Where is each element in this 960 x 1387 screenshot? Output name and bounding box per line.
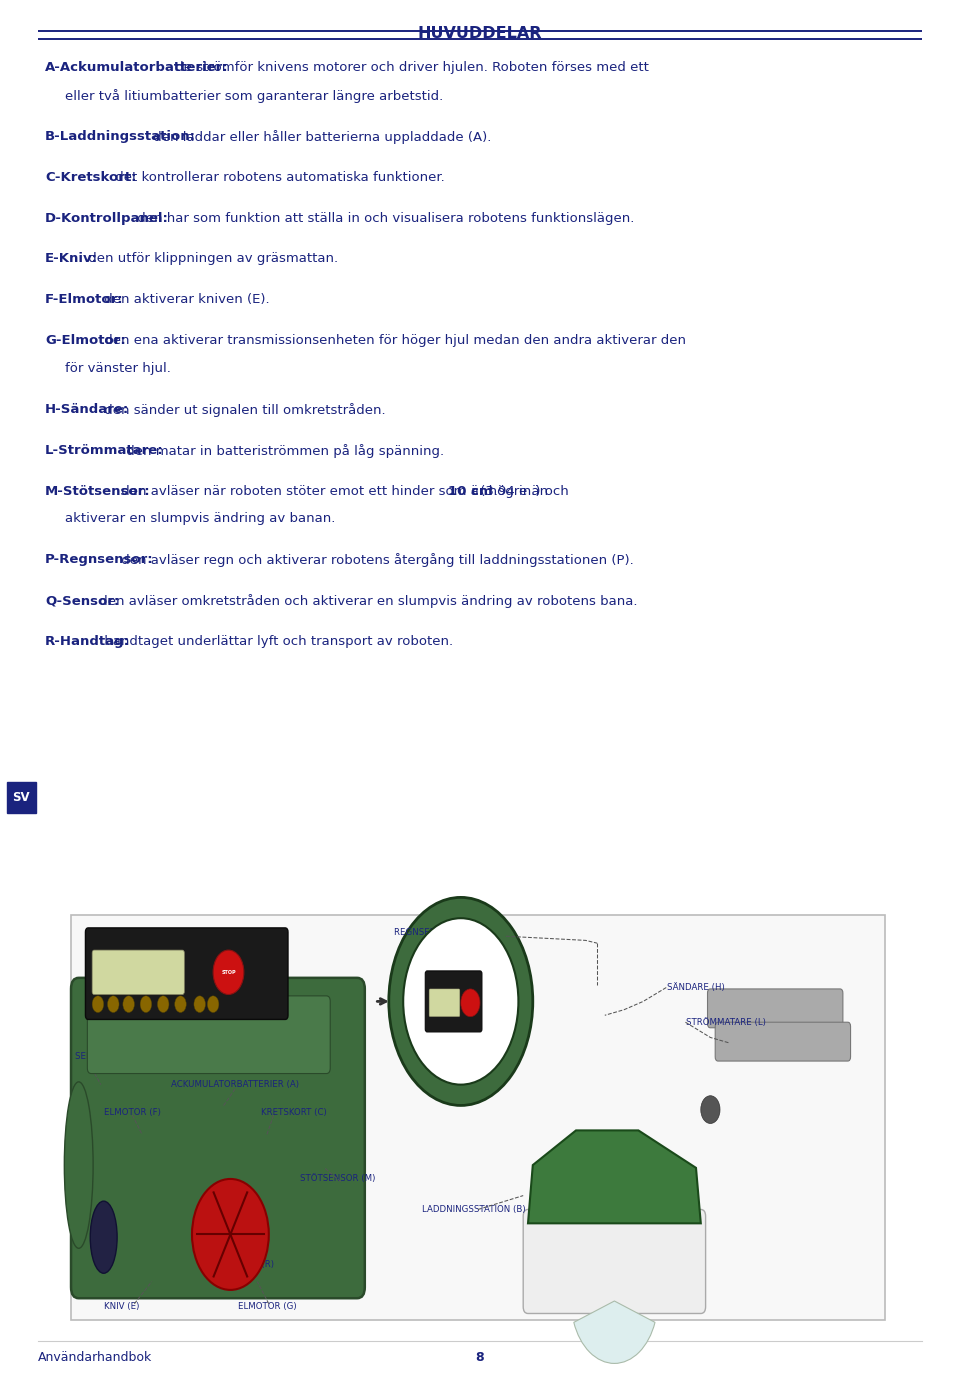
Text: SV: SV: [12, 791, 30, 804]
FancyBboxPatch shape: [7, 782, 36, 813]
Text: A-Ackumulatorbatterier:: A-Ackumulatorbatterier:: [45, 61, 228, 74]
FancyBboxPatch shape: [92, 950, 184, 994]
Text: den avläser när roboten stöter emot ett hinder som är högre än: den avläser när roboten stöter emot ett …: [116, 484, 552, 498]
Text: den har som funktion att ställa in och visualisera robotens funktionslägen.: den har som funktion att ställa in och v…: [133, 211, 635, 225]
Text: för vänster hjul.: för vänster hjul.: [65, 362, 171, 374]
Text: B-Laddningsstation:: B-Laddningsstation:: [45, 130, 196, 143]
Text: den laddar eller håller batterierna uppladdade (A).: den laddar eller håller batterierna uppl…: [150, 130, 492, 144]
Circle shape: [194, 996, 205, 1013]
FancyBboxPatch shape: [429, 989, 460, 1017]
Text: LADDNINGSSTATION (B): LADDNINGSSTATION (B): [422, 1205, 526, 1214]
Text: REGNSENSOR (P): REGNSENSOR (P): [394, 928, 468, 936]
Text: handtaget underlättar lyft och transport av roboten.: handtaget underlättar lyft och transport…: [100, 635, 453, 648]
FancyBboxPatch shape: [425, 971, 482, 1032]
Circle shape: [207, 996, 219, 1013]
Text: aktiverar en slumpvis ändring av banan.: aktiverar en slumpvis ändring av banan.: [65, 512, 336, 526]
Text: E-Kniv:: E-Kniv:: [45, 252, 98, 265]
Text: den avläser omkretstråden och aktiverar en slumpvis ändring av robotens bana.: den avläser omkretstråden och aktiverar …: [94, 594, 637, 609]
Text: SENSOR (Q): SENSOR (Q): [75, 1053, 127, 1061]
Circle shape: [389, 897, 533, 1105]
Text: KRETSKORT (C): KRETSKORT (C): [261, 1108, 326, 1117]
Text: M-Stötsensor:: M-Stötsensor:: [45, 484, 151, 498]
Text: det kontrollerar robotens automatiska funktioner.: det kontrollerar robotens automatiska fu…: [111, 171, 444, 183]
Text: den ena aktiverar transmissionsenheten för höger hjul medan den andra aktiverar : den ena aktiverar transmissionsenheten f…: [100, 334, 686, 347]
Text: STÖTSENSOR (M): STÖTSENSOR (M): [300, 1175, 375, 1183]
Text: ELMOTOR (F): ELMOTOR (F): [104, 1108, 160, 1117]
Circle shape: [701, 1096, 720, 1123]
FancyBboxPatch shape: [87, 996, 330, 1074]
Text: G-Elmotor:: G-Elmotor:: [45, 334, 126, 347]
Circle shape: [123, 996, 134, 1013]
FancyBboxPatch shape: [71, 978, 365, 1298]
Circle shape: [461, 989, 480, 1017]
Text: KNIV (E): KNIV (E): [104, 1302, 139, 1311]
Ellipse shape: [64, 1082, 93, 1248]
Circle shape: [403, 918, 518, 1085]
Text: ACKUMULATORBATTERIER (A): ACKUMULATORBATTERIER (A): [171, 1080, 299, 1089]
FancyBboxPatch shape: [708, 989, 843, 1028]
Text: C-Kretskort:: C-Kretskort:: [45, 171, 136, 183]
FancyBboxPatch shape: [715, 1022, 851, 1061]
Text: Q-Sensor:: Q-Sensor:: [45, 594, 119, 608]
Text: Användarhandbok: Användarhandbok: [38, 1351, 153, 1365]
Text: L-Strömmatare:: L-Strömmatare:: [45, 444, 164, 456]
Wedge shape: [574, 1301, 655, 1363]
Text: STOP: STOP: [221, 970, 236, 975]
Circle shape: [175, 996, 186, 1013]
Text: HUVUDDELAR: HUVUDDELAR: [418, 26, 542, 42]
Circle shape: [157, 996, 169, 1013]
Text: de strömför knivens motorer och driver hjulen. Roboten förses med ett: de strömför knivens motorer och driver h…: [172, 61, 649, 74]
Text: SÄNDARE (H): SÄNDARE (H): [667, 983, 725, 992]
Text: (3.94 in.) och: (3.94 in.) och: [476, 484, 568, 498]
Ellipse shape: [90, 1201, 117, 1273]
Text: STRÖMMATARE (L): STRÖMMATARE (L): [686, 1018, 766, 1026]
Circle shape: [140, 996, 152, 1013]
Text: H-Sändare:: H-Sändare:: [45, 402, 130, 416]
Text: R-Handtag:: R-Handtag:: [45, 635, 131, 648]
Text: F-Elmotor:: F-Elmotor:: [45, 293, 124, 307]
Text: ELMOTOR (G): ELMOTOR (G): [238, 1302, 297, 1311]
Text: den avläser regn och aktiverar robotens återgång till laddningsstationen (P).: den avläser regn och aktiverar robotens …: [116, 553, 634, 567]
Circle shape: [108, 996, 119, 1013]
Text: den aktiverar kniven (E).: den aktiverar kniven (E).: [100, 293, 270, 307]
FancyBboxPatch shape: [523, 1209, 706, 1313]
Polygon shape: [528, 1130, 701, 1223]
Text: den sänder ut signalen till omkretstråden.: den sänder ut signalen till omkretstråde…: [100, 402, 386, 417]
Text: den matar in batteriströmmen på låg spänning.: den matar in batteriströmmen på låg spän…: [122, 444, 444, 458]
FancyBboxPatch shape: [85, 928, 288, 1019]
Text: eller två litiumbatterier som garanterar längre arbetstid.: eller två litiumbatterier som garanterar…: [65, 89, 444, 103]
Text: KONTROLLPANEL (D): KONTROLLPANEL (D): [115, 928, 204, 936]
Text: D-Kontrollpanel:: D-Kontrollpanel:: [45, 211, 169, 225]
FancyBboxPatch shape: [71, 915, 885, 1320]
Text: P-Regnsensor:: P-Regnsensor:: [45, 553, 154, 566]
Circle shape: [213, 950, 244, 994]
Text: HANDTAG (R): HANDTAG (R): [216, 1261, 274, 1269]
Text: 10 cm: 10 cm: [448, 484, 492, 498]
Circle shape: [192, 1179, 269, 1290]
Text: den utför klippningen av gräsmattan.: den utför klippningen av gräsmattan.: [84, 252, 338, 265]
Circle shape: [92, 996, 104, 1013]
Text: 8: 8: [476, 1351, 484, 1365]
